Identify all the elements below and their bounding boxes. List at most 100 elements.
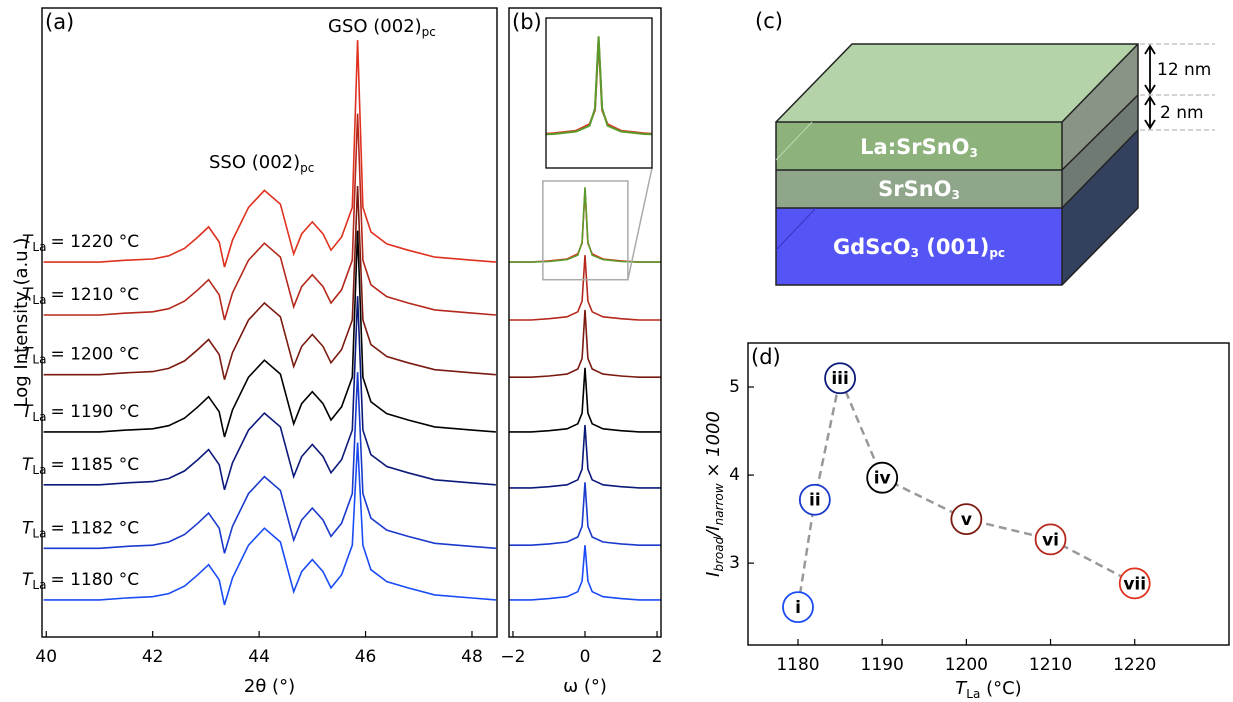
text-part: La	[32, 352, 46, 366]
x-tick-label: 1180	[776, 655, 819, 675]
panel-label: (d)	[751, 345, 781, 369]
series-name: = 1180 °C	[50, 570, 139, 590]
outline	[1061, 94, 1139, 171]
annotation: GSO (002)pc	[328, 16, 436, 39]
text-part: pc	[422, 25, 436, 39]
y-axis-title: Ibroad/Inarrow × 1000	[703, 411, 726, 577]
series-name: = 1200 °C	[50, 345, 139, 365]
point-label: iv	[874, 469, 891, 489]
data-line	[43, 40, 496, 268]
text-part: (°C)	[980, 678, 1021, 699]
text-part: T	[22, 345, 34, 365]
y-tick-label: 4	[729, 465, 740, 485]
text-part: pc	[989, 246, 1005, 260]
inset-line	[546, 36, 652, 136]
text-part: La	[32, 292, 46, 306]
text-part: 3	[911, 246, 919, 260]
dimension-arrow	[1144, 44, 1156, 95]
series-label: TLa = 1200 °C	[22, 345, 139, 367]
thickness-label: 12 nm	[1157, 60, 1211, 80]
point-label: i	[795, 598, 801, 618]
data-line	[43, 113, 496, 321]
data-point	[824, 362, 856, 395]
text-part: La	[32, 240, 46, 254]
x-tick-label: −2	[500, 647, 525, 667]
x-tick-label: 42	[142, 647, 164, 667]
x-tick-label: 48	[461, 647, 483, 667]
inset-plot	[546, 36, 652, 136]
text-part: La	[32, 462, 46, 476]
text-part: La	[966, 687, 980, 701]
top-face	[776, 44, 1138, 122]
side-face	[1062, 130, 1138, 285]
text-part: I	[703, 572, 724, 577]
data-point	[798, 483, 831, 516]
layer-label: GdScO3 (001)pc	[833, 235, 1005, 260]
data-line	[509, 309, 661, 378]
data-line	[509, 545, 661, 601]
text-part: pc	[300, 161, 314, 175]
point-label: iii	[831, 369, 848, 389]
text-part: T	[22, 455, 34, 475]
layer-label: La:SrSnO3	[860, 135, 978, 160]
y-tick-label: 3	[729, 553, 740, 573]
x-tick-label: 1220	[1113, 655, 1156, 675]
text-part: narrow	[712, 483, 726, 525]
layer-label: SrSnO3	[878, 177, 960, 202]
series-label: TLa = 1182 °C	[22, 518, 139, 540]
text-part: GdScO	[833, 235, 911, 259]
side-face	[1062, 95, 1138, 208]
data-point	[866, 461, 899, 494]
panel-label: (c)	[755, 9, 783, 33]
text-part: T	[955, 678, 968, 699]
panel-label: (a)	[45, 10, 74, 34]
x-tick-label: 46	[355, 647, 377, 667]
plot-area	[43, 40, 496, 606]
text-part: SSO (002)	[209, 152, 300, 173]
data-line	[509, 367, 661, 433]
data-point	[1034, 523, 1067, 556]
text-part: × 1000	[703, 411, 724, 483]
x-tick-label: 1210	[1029, 655, 1072, 675]
edge-highlight	[775, 207, 817, 251]
series-name: = 1220 °C	[50, 232, 139, 252]
point-label: v	[961, 510, 972, 530]
y-tick-label: 5	[729, 377, 740, 397]
series-label: TLa = 1190 °C	[22, 402, 139, 424]
outline	[1061, 129, 1139, 209]
x-tick-label: 44	[248, 647, 270, 667]
data-line	[43, 372, 496, 554]
text-part: 3	[970, 146, 978, 160]
text-part: T	[22, 518, 34, 538]
x-tick-label: 1200	[945, 655, 988, 675]
layer-stack-diagram: 12 nm 2 nm (c)	[755, 9, 1215, 286]
x-tick-label: 0	[580, 647, 591, 667]
x-tick-label: 1190	[861, 655, 904, 675]
text-part: La	[32, 577, 46, 591]
inset-frame	[545, 17, 653, 169]
x-tick-label: 40	[35, 647, 57, 667]
point-label: vi	[1042, 530, 1059, 550]
data-point	[1118, 567, 1151, 600]
text-part: La	[32, 409, 46, 423]
text-part: /I	[703, 525, 724, 538]
side-face	[1062, 44, 1138, 170]
x-axis-title: ω (°)	[563, 676, 607, 697]
data-line	[509, 187, 661, 263]
series-name: = 1185 °C	[50, 455, 139, 475]
text-part: SrSnO	[878, 177, 951, 201]
axes-frame	[747, 342, 1230, 646]
data-point	[782, 591, 814, 624]
text-part: GSO (002)	[328, 16, 422, 37]
data-line	[43, 230, 496, 438]
text-part: T	[22, 570, 34, 590]
axes-frame	[41, 7, 498, 638]
x-axis-title: 2θ (°)	[244, 676, 295, 697]
series-name: = 1210 °C	[50, 285, 139, 305]
point-label: vii	[1123, 574, 1146, 594]
x-axis-title: TLa (°C)	[955, 678, 1021, 701]
text-part: La:SrSnO	[860, 135, 969, 159]
panel-label: (b)	[512, 10, 542, 34]
annotation: SSO (002)pc	[209, 152, 314, 175]
